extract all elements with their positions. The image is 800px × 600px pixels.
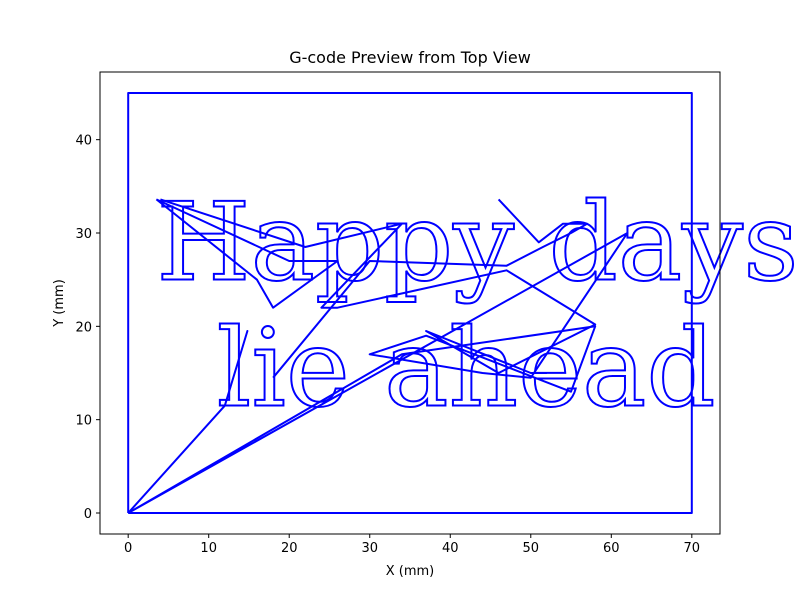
toolpath-text-2: lie ahead [217, 307, 716, 432]
y-axis-title: Y (mm) [52, 279, 67, 328]
toolpath-line-5 [160, 198, 597, 374]
toolpath-text-1: Happy days [156, 181, 798, 306]
y-tick-label: 0 [84, 507, 92, 522]
chart-title: G-code Preview from Top View [289, 48, 531, 67]
x-tick-label: 50 [523, 541, 540, 556]
toolpath-line-1 [127, 92, 693, 514]
x-tick-label: 60 [603, 541, 620, 556]
y-tick-label: 20 [75, 320, 92, 335]
plot-area [100, 72, 720, 534]
x-tick-label: 0 [124, 541, 132, 556]
y-tick-label: 40 [75, 134, 92, 149]
x-tick-label: 40 [442, 541, 459, 556]
toolpath-line-4 [155, 198, 339, 309]
y-tick-label: 30 [75, 227, 92, 242]
x-tick-label: 30 [361, 541, 378, 556]
x-tick-label: 10 [200, 541, 217, 556]
x-axis-title: X (mm) [386, 564, 435, 579]
plot-frame [99, 71, 721, 535]
y-tick-label: 10 [75, 414, 92, 429]
toolpath-line-6 [272, 198, 589, 379]
axis-ticks: 0 10 20 30 40 50 60 70 0 10 20 30 40 [75, 134, 700, 556]
x-tick-label: 20 [281, 541, 298, 556]
toolpath-line-2 [127, 330, 249, 514]
x-tick-label: 70 [684, 541, 701, 556]
toolpath-line-3 [127, 232, 629, 514]
